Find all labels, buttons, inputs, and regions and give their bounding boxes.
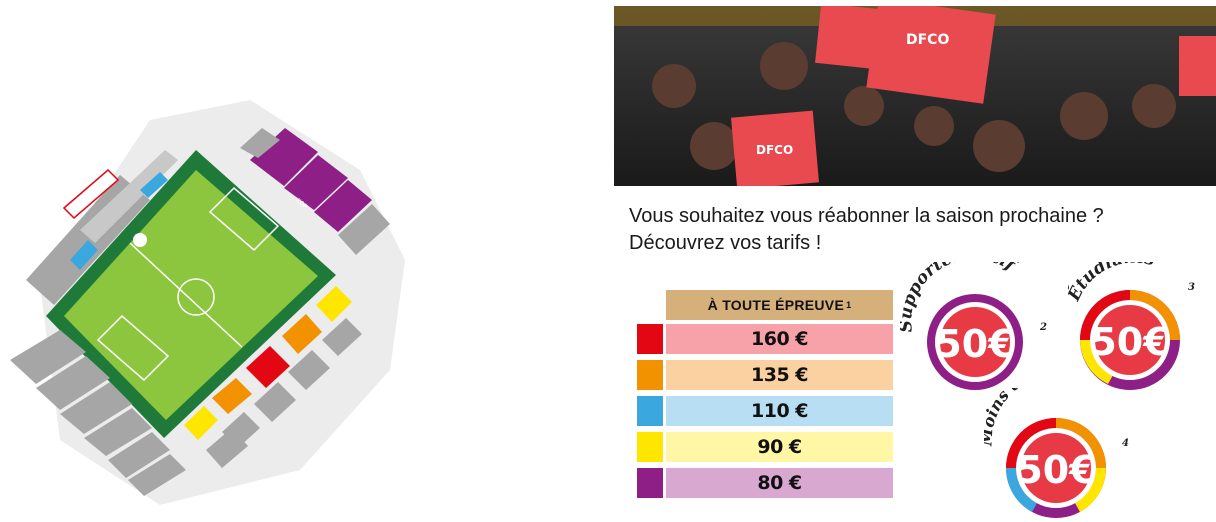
price-value: 160 €	[666, 324, 893, 354]
price-value: 135 €	[666, 360, 893, 390]
badge-note: 4	[1122, 438, 1129, 449]
price-swatch-yellow	[637, 432, 663, 462]
pitch	[46, 150, 336, 438]
svg-text:DFCO: DFCO	[756, 143, 793, 157]
badge-moins-18: Moins de 18 ans 4 50€	[984, 388, 1129, 518]
badge-note: 3	[1188, 282, 1195, 293]
badge-note: 2	[1039, 322, 1047, 333]
badge-supporter-actif: Supporter Actif 2 50€	[900, 262, 1047, 390]
price-row: 90 €	[637, 432, 893, 462]
badge-value: 50€	[935, 322, 1014, 366]
price-swatch-red	[637, 324, 663, 354]
svg-text:DFCO: DFCO	[906, 32, 949, 48]
stand-east	[184, 286, 362, 468]
supporters-photo: DFCO DFCO	[614, 6, 1216, 186]
price-table-header: À TOUTE ÉPREUVE 1	[666, 290, 893, 320]
badge-value: 50€	[1016, 448, 1095, 492]
stand-south	[10, 330, 186, 496]
price-swatch-purple	[637, 468, 663, 498]
price-table-header-label: À TOUTE ÉPREUVE	[707, 297, 845, 313]
badge-etudiants: Étudiants 3 50€	[1068, 262, 1195, 390]
intro-line-2: Découvrez vos tarifs !	[629, 232, 822, 254]
price-table-header-note: 1	[846, 300, 852, 310]
price-row: 110 €	[637, 396, 893, 426]
price-row: 80 €	[637, 468, 893, 498]
intro-text: Vous souhaitez vous réabonner la saison …	[629, 203, 1104, 257]
stand-west	[26, 150, 178, 305]
price-row: 135 €	[637, 360, 893, 390]
badge-value: 50€	[1090, 320, 1169, 364]
dfco-sign-small: DFCO	[731, 110, 819, 186]
price-swatch-blue	[637, 396, 663, 426]
price-row: 160 €	[637, 324, 893, 354]
intro-line-1: Vous souhaitez vous réabonner la saison …	[629, 205, 1104, 227]
stadium-map: KOP	[10, 100, 405, 505]
price-swatch-orange	[637, 360, 663, 390]
stand-kop	[240, 128, 390, 255]
price-value: 90 €	[666, 432, 893, 462]
dfco-sign-large: DFCO	[866, 6, 996, 104]
price-value: 110 €	[666, 396, 893, 426]
price-value: 80 €	[666, 468, 893, 498]
